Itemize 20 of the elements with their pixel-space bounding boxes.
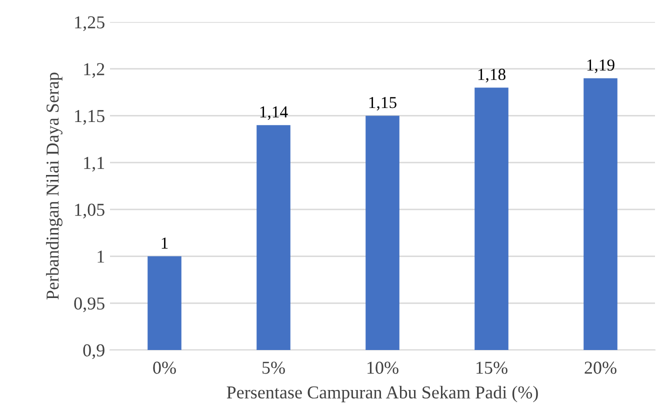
x-tick-label: 10% — [368, 362, 398, 374]
y-tick-label: 1,2 — [84, 63, 104, 78]
data-label: 1 — [162, 238, 168, 249]
data-label: 1,18 — [478, 68, 506, 82]
x-tick-label: 0% — [153, 362, 176, 374]
data-label: 1,15 — [369, 96, 396, 111]
y-tick-label: 1,25 — [75, 16, 104, 32]
x-tick-label: 20% — [584, 362, 616, 374]
x-tick-label: 5% — [262, 362, 285, 374]
x-tick-label: 15% — [476, 362, 508, 374]
y-tick-label: 0,95 — [74, 297, 104, 312]
data-label: 1,19 — [587, 59, 614, 74]
data-label: 1,14 — [260, 106, 288, 120]
y-tick-label: 1,05 — [75, 204, 104, 218]
y-tick-label: 1,15 — [75, 110, 104, 125]
y-axis-title: Perbandingan Nilai Daya Serap — [46, 72, 62, 300]
y-tick-label: 1,1 — [84, 156, 104, 172]
y-tick-label: 1 — [98, 250, 104, 263]
y-tick-label: 0,9 — [83, 344, 104, 360]
x-axis-title: Persentase Campuran Abu Sekam Padi (%) — [226, 386, 538, 402]
